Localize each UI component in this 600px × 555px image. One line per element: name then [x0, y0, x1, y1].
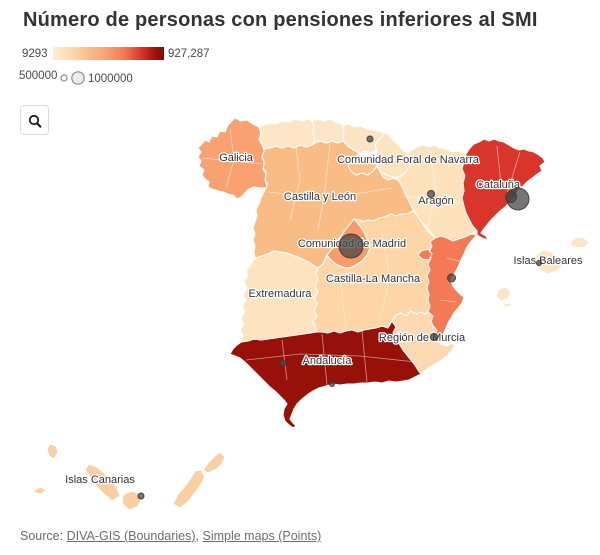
- svg-text:Islas Baleares: Islas Baleares: [513, 255, 583, 267]
- svg-text:1000000: 1000000: [88, 73, 133, 85]
- svg-text:Castilla y León: Castilla y León: [284, 191, 356, 203]
- svg-text:Región de Murcia: Región de Murcia: [379, 332, 466, 344]
- svg-text:Galicia: Galicia: [219, 152, 254, 164]
- svg-text:Andalucía: Andalucía: [303, 355, 353, 367]
- svg-text:Extremadura: Extremadura: [249, 288, 313, 300]
- svg-text:Castilla-La Mancha: Castilla-La Mancha: [326, 273, 421, 285]
- svg-text:Cataluña: Cataluña: [476, 179, 521, 191]
- svg-text:Islas Canarias: Islas Canarias: [65, 474, 135, 486]
- svg-text:Aragón: Aragón: [418, 195, 453, 207]
- svg-text:Comunidad Foral de Navarra: Comunidad Foral de Navarra: [337, 154, 480, 166]
